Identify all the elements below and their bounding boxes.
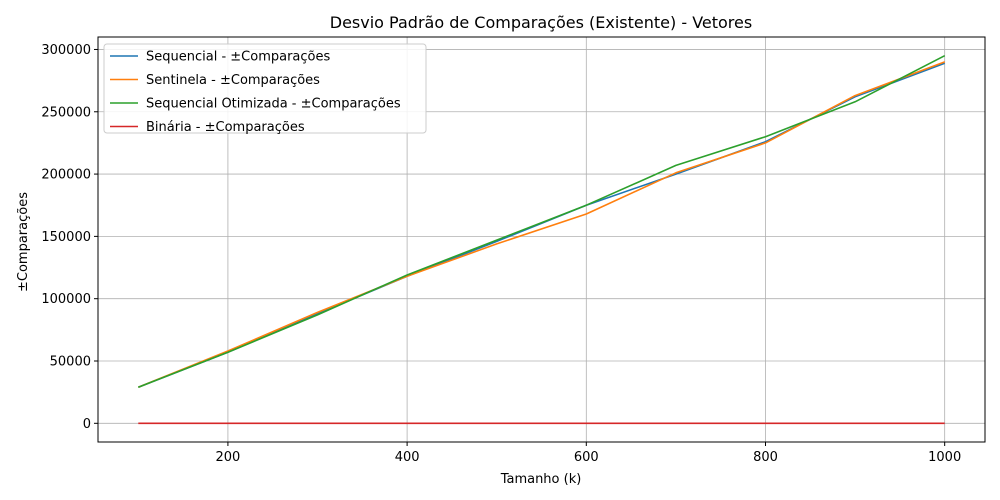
series-line-2	[138, 54, 946, 388]
y-tick-label: 50000	[50, 355, 91, 370]
legend: Sequencial - ±Comparações Sentinela - ±Co…	[103, 43, 427, 135]
x-axis-title: Tamanho (k)	[500, 472, 582, 487]
legend-label: Binária - ±Comparações	[146, 120, 305, 135]
x-tick-label: 1000	[928, 450, 961, 465]
legend-label: Sequencial Otimizada - ±Comparações	[146, 97, 401, 112]
legend-box	[103, 43, 427, 134]
x-tick-label: 800	[753, 450, 778, 465]
series-lines	[138, 54, 946, 425]
y-axis-ticks: 0 50000 100000 150000 200000 250000 300000	[41, 43, 98, 432]
legend-label: Sequencial - ±Comparações	[146, 50, 330, 65]
x-tick-label: 200	[216, 450, 241, 465]
chart-title: Desvio Padrão de Comparações (Existente)…	[330, 13, 752, 32]
legend-label: Sentinela - ±Comparações	[146, 73, 320, 88]
y-tick-label: 150000	[41, 230, 91, 245]
y-tick-label: 250000	[41, 105, 91, 120]
x-tick-label: 400	[395, 450, 420, 465]
y-tick-label: 100000	[41, 292, 91, 307]
plot-frame	[97, 36, 986, 443]
x-tick-label: 600	[574, 450, 599, 465]
x-axis-ticks: 200 400 600 800 1000	[216, 442, 961, 465]
y-tick-label: 0	[83, 417, 91, 432]
y-axis-title: ±Comparações	[16, 192, 31, 292]
y-tick-label: 200000	[41, 168, 91, 183]
y-tick-label: 300000	[41, 43, 91, 58]
